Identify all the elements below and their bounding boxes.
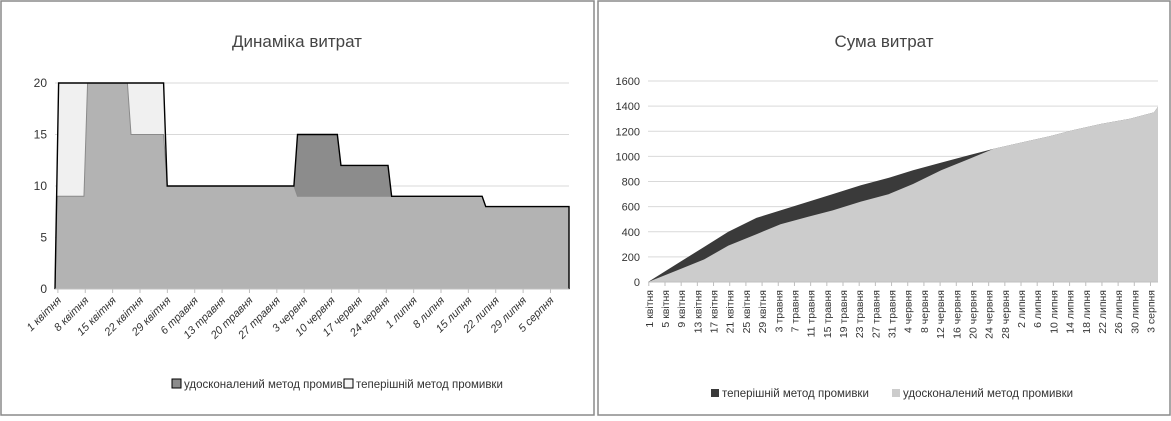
right-x-tick-label: 11 травня [806, 290, 818, 337]
right-x-tick-label: 30 липня [1129, 290, 1141, 334]
right-x-tick-label: 26 липня [1113, 290, 1125, 334]
right-x-tick-label: 25 квітня [741, 290, 753, 333]
right-x-tick-label: 23 травня [854, 290, 866, 338]
right-x-tick-label: 28 червня [1000, 290, 1012, 339]
right-x-tick-label: 17 квітня [709, 290, 721, 333]
right-x-tick-label: 19 травня [838, 290, 850, 338]
right-x-tick-label: 8 червня [919, 290, 931, 333]
left-y-tick-label: 10 [34, 179, 48, 193]
right-x-tick-label: 31 травня [887, 290, 899, 338]
right-x-tick-label: 9 квітня [676, 290, 688, 328]
right-x-tick-label: 14 липня [1065, 290, 1077, 334]
left-y-tick-label: 20 [34, 76, 48, 90]
right-y-tick-label: 1600 [616, 76, 640, 88]
right-x-tick-label: 6 липня [1032, 290, 1044, 328]
right-x-tick-label: 7 травня [789, 290, 801, 332]
right-legend-swatch-improved [892, 389, 900, 397]
left-plot-area [54, 82, 570, 290]
right-x-tick-label: 20 червня [967, 290, 979, 339]
left-legend-label-improved: удосконалений метод промивки [184, 379, 354, 391]
left-legend: удосконалений метод промивки теперішній … [171, 378, 503, 391]
right-x-tick-label: 27 травня [870, 290, 882, 338]
right-x-tick-label: 22 липня [1097, 290, 1109, 334]
right-y-tick-label: 800 [622, 177, 640, 189]
right-plot-area [648, 106, 1158, 282]
right-x-tick-label: 16 червня [951, 290, 963, 339]
right-y-axis: 0 200 400 600 800 1000 1200 1400 1600 [616, 76, 640, 289]
right-x-tick-label: 4 червня [903, 290, 915, 333]
right-x-tick-label: 13 квітня [692, 290, 704, 333]
right-y-tick-label: 0 [634, 277, 640, 289]
right-y-tick-label: 1000 [616, 151, 640, 163]
right-x-tick-label: 5 квітня [660, 290, 672, 328]
right-legend: теперішній метод промивки удосконалений … [711, 388, 1073, 400]
right-x-tick-label: 12 червня [935, 290, 947, 339]
left-y-tick-label: 0 [40, 282, 47, 296]
right-legend-swatch-current [711, 389, 719, 397]
right-x-tick-label: 18 липня [1081, 290, 1093, 334]
right-x-tick-label: 3 травня [773, 290, 785, 332]
right-x-tick-label: 29 квітня [757, 290, 769, 333]
right-x-tick-label: 24 червня [984, 290, 996, 339]
left-legend-swatch-improved [171, 378, 182, 389]
series-line-current [54, 82, 570, 290]
right-legend-label-improved: удосконалений метод промивки [903, 388, 1073, 400]
left-legend-swatch-current [343, 378, 354, 389]
left-chart-title: Динаміка витрат [232, 32, 362, 51]
right-x-tick-label: 3 серпня [1145, 290, 1157, 333]
left-y-axis: 0 5 10 15 20 [34, 76, 48, 296]
right-x-tick-label: 15 травня [822, 290, 834, 338]
right-chart-title: Сума витрат [834, 32, 933, 51]
right-legend-label-current: теперішній метод промивки [722, 388, 869, 400]
right-y-tick-label: 400 [622, 227, 640, 239]
right-x-tick-label: 2 липня [1016, 290, 1028, 328]
right-y-tick-label: 200 [622, 252, 640, 264]
right-x-tick-label: 10 липня [1048, 290, 1060, 334]
series-area-improved [648, 106, 1158, 282]
right-x-tick-label: 1 квітня [644, 290, 656, 328]
left-y-tick-label: 5 [40, 231, 47, 245]
left-legend-label-current: теперішній метод промивки [356, 379, 503, 391]
right-y-tick-label: 1400 [616, 101, 640, 113]
right-y-tick-label: 600 [622, 202, 640, 214]
right-y-tick-label: 1200 [616, 126, 640, 138]
right-x-tick-label: 21 квітня [725, 290, 737, 333]
right-x-axis: 1 квітня 5 квітня 9 квітня 13 квітня 17 квіт… [644, 281, 1158, 339]
left-y-tick-label: 15 [34, 128, 48, 142]
